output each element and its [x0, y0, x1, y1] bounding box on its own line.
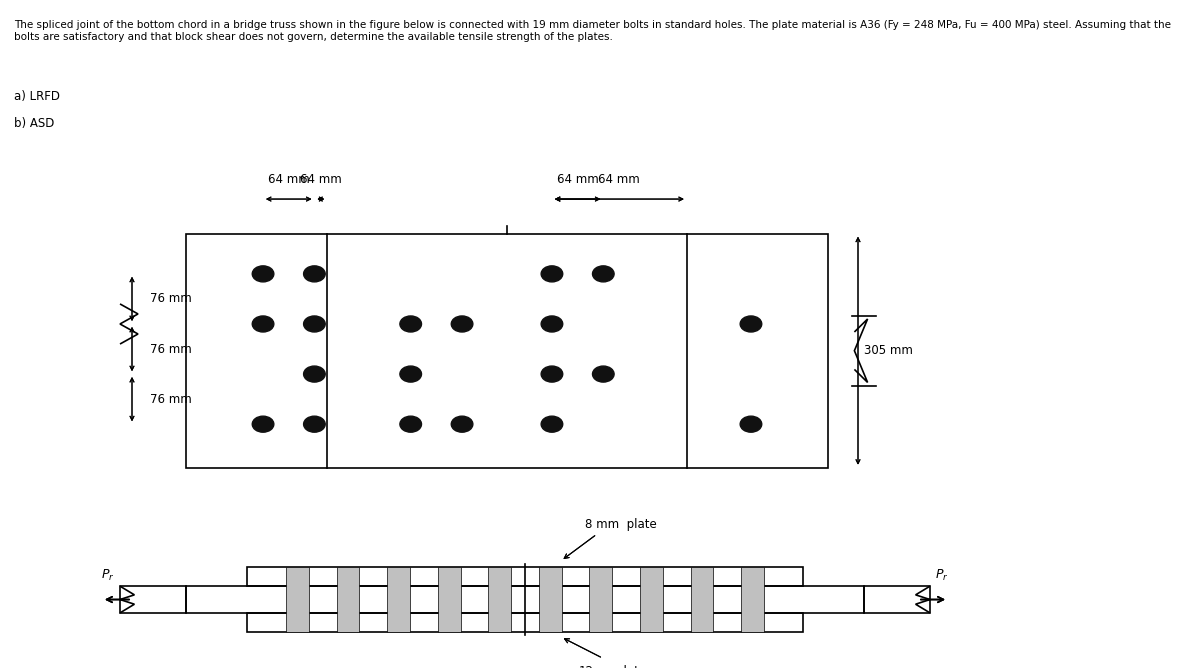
Text: 76 mm: 76 mm: [150, 293, 192, 305]
Text: 76 mm: 76 mm: [150, 343, 192, 355]
Text: The spliced joint of the bottom chord in a bridge truss shown in the figure belo: The spliced joint of the bottom chord in…: [14, 20, 1171, 41]
Text: 64 mm: 64 mm: [268, 173, 310, 186]
Text: 64 mm: 64 mm: [300, 173, 342, 186]
Text: b) ASD: b) ASD: [14, 117, 55, 130]
Text: 8 mm  plate: 8 mm plate: [586, 518, 656, 530]
Text: a) LRFD: a) LRFD: [14, 90, 60, 103]
Text: $P_r$: $P_r$: [935, 568, 949, 582]
Text: $P_r$: $P_r$: [101, 568, 115, 582]
Text: 64 mm: 64 mm: [557, 173, 599, 186]
Text: 305 mm: 305 mm: [864, 344, 913, 357]
Text: 64 mm: 64 mm: [599, 173, 641, 186]
Text: 76 mm: 76 mm: [150, 393, 192, 405]
Text: 12mmplate: 12mmplate: [580, 665, 647, 668]
